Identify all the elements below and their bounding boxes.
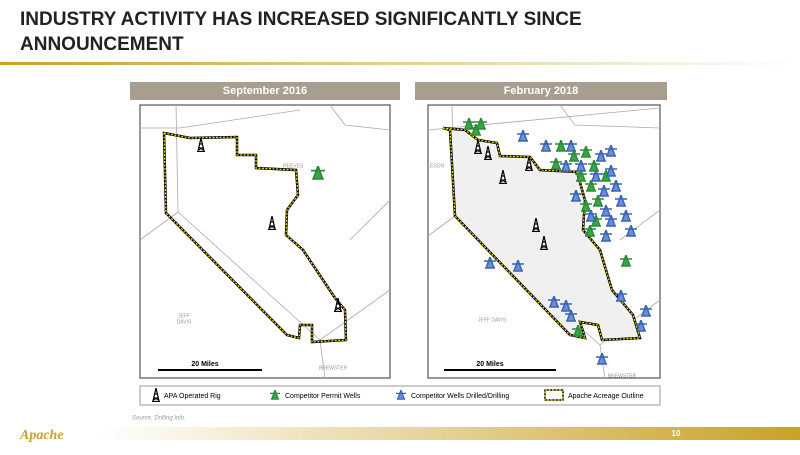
panel-label: February 2018: [504, 85, 579, 97]
title: INDUSTRY ACTIVITY HAS INCREASED SIGNIFIC…: [20, 9, 582, 30]
panel-header: [415, 82, 667, 100]
map-label: BREWSTER: [608, 373, 637, 379]
page-number: 10: [672, 429, 681, 438]
scale-label: 20 Miles: [476, 361, 503, 368]
legend-icon: [544, 389, 564, 401]
county-lines: [139, 104, 391, 379]
map-label: REEVES: [283, 163, 304, 169]
source: Source: Drilling Info.: [132, 416, 186, 422]
legend-label: Apache Acreage Outline: [568, 393, 644, 400]
map-label: DAVIS: [177, 319, 192, 325]
legend-label: Competitor Wells Drilled/Drilling: [411, 393, 509, 400]
logo: Apache: [19, 428, 64, 443]
map-label: JEFF DAVIS: [478, 317, 507, 323]
title: ANNOUNCEMENT: [20, 34, 184, 55]
map-label: ESON: [430, 163, 445, 169]
acreage-outline: [162, 131, 348, 344]
map-frame: [139, 104, 391, 379]
legend-label: APA Operated Rig: [164, 393, 221, 400]
map-left: REEVES JEFF DAVIS BREWSTER 20 Miles: [139, 104, 391, 379]
legend-label: Competitor Permit Wells: [285, 393, 361, 400]
scale-label: 20 Miles: [191, 361, 218, 368]
map-label: JEFF: [178, 313, 190, 319]
footer-bar: [100, 427, 800, 440]
map-label: BREWSTER: [319, 365, 348, 371]
panel-header: [130, 82, 400, 100]
panel-label: September 2016: [223, 85, 307, 97]
divider: [0, 62, 800, 65]
